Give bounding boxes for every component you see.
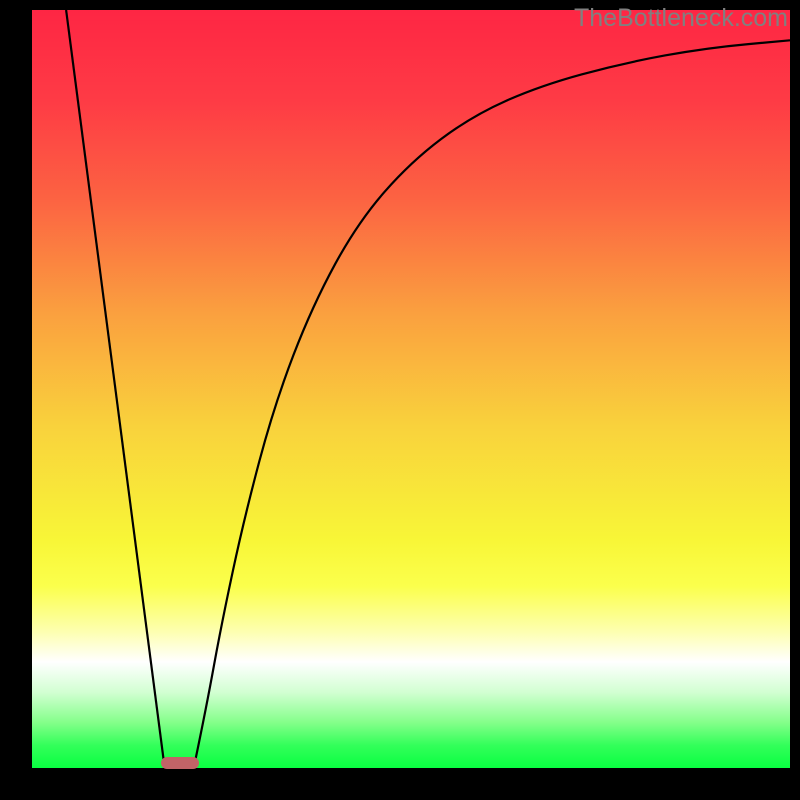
chart-container: TheBottleneck.com [0, 0, 800, 800]
plot-area [32, 10, 790, 768]
left-line [66, 10, 164, 762]
minimum-marker [161, 757, 199, 769]
watermark-text: TheBottleneck.com [574, 4, 788, 33]
curve-layer [32, 10, 790, 768]
right-curve [195, 40, 790, 762]
